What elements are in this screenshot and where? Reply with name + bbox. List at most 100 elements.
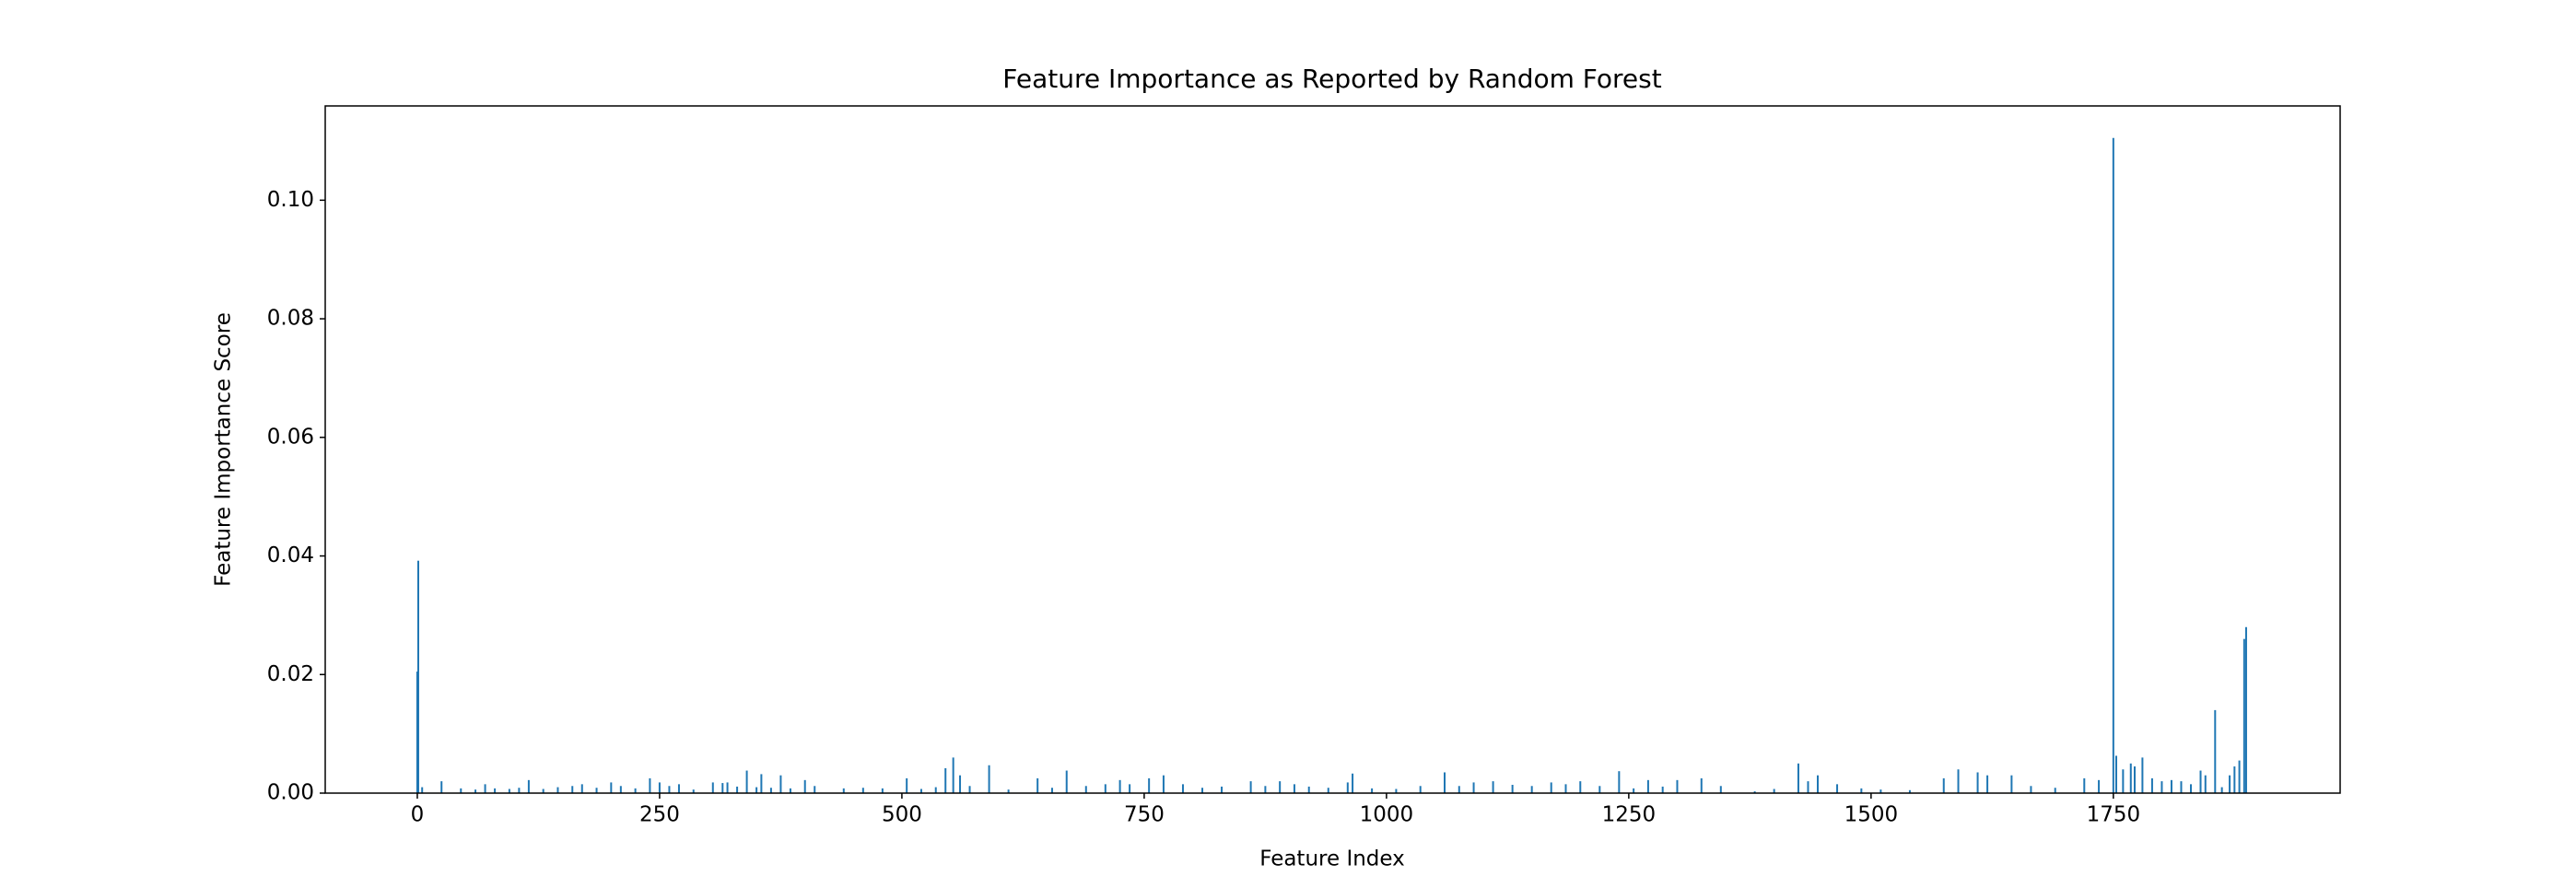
bar [1753, 791, 1756, 793]
bar [769, 788, 772, 793]
bar [518, 788, 521, 793]
bar [542, 789, 544, 793]
bar [474, 789, 477, 793]
bar [760, 774, 763, 793]
bar [2238, 760, 2241, 793]
bar [1395, 789, 1398, 793]
bar [1942, 777, 1945, 793]
bar [1908, 789, 1911, 793]
bar [2204, 775, 2207, 793]
bar [1346, 782, 1349, 793]
x-tick-label: 1250 [1602, 803, 1657, 827]
bar [2160, 781, 2163, 793]
y-tick-label: 0.10 [267, 188, 314, 212]
bar [2229, 775, 2231, 793]
bar [1817, 775, 1819, 793]
bar [2180, 781, 2183, 793]
bar [745, 770, 748, 793]
bar [484, 784, 486, 793]
bar [1797, 763, 1799, 793]
x-axis-label: Feature Index [1259, 847, 1405, 871]
bar [1719, 786, 1722, 793]
bar [416, 560, 419, 793]
bar [668, 786, 671, 793]
bar [906, 777, 908, 793]
bar [1807, 781, 1809, 793]
bar [1065, 770, 1068, 793]
bar [1162, 775, 1165, 793]
bar [919, 789, 922, 793]
bar [527, 779, 530, 793]
bar [1371, 788, 1374, 793]
bar [2220, 787, 2223, 793]
bar [595, 788, 598, 793]
bar [1118, 779, 1121, 793]
x-tick-label: 0 [411, 803, 425, 827]
bar [677, 784, 680, 793]
bar [1773, 789, 1775, 793]
y-tick-label: 0.04 [267, 543, 314, 567]
bar [634, 788, 637, 793]
bar [1129, 784, 1131, 793]
bar [1201, 788, 1204, 793]
bar [580, 784, 583, 793]
bar [1976, 772, 1979, 793]
bar [2244, 626, 2247, 793]
bar [460, 788, 463, 793]
bar [779, 775, 782, 793]
bar [610, 782, 613, 793]
chart-title: Feature Importance as Reported by Random… [1002, 64, 1661, 94]
bar [692, 789, 695, 793]
bar [968, 786, 971, 793]
x-tick-label: 500 [882, 803, 922, 827]
axes-frame [324, 105, 2341, 794]
y-tick-label: 0.00 [267, 781, 314, 805]
bar [1307, 786, 1310, 793]
bar [1579, 781, 1582, 793]
y-tick-label: 0.02 [267, 662, 314, 686]
bar [1279, 781, 1282, 793]
bar [2199, 770, 2202, 793]
bar [2150, 777, 2153, 793]
bar [1564, 784, 1567, 793]
bar [1492, 781, 1494, 793]
bar [2129, 763, 2132, 793]
bar [988, 765, 990, 793]
bar [1879, 789, 1882, 793]
bar [2190, 784, 2192, 793]
bar [1836, 784, 1839, 793]
bar [1986, 775, 1989, 793]
bar [1700, 777, 1703, 793]
bar [2010, 775, 2013, 793]
bar [421, 787, 424, 793]
x-tick-label: 1500 [1844, 803, 1899, 827]
bar [416, 672, 418, 793]
y-axis-label: Feature Importance Score [212, 312, 236, 587]
bar [1181, 784, 1184, 793]
bar [711, 782, 714, 793]
bar [2115, 755, 2117, 793]
bar [1352, 773, 1354, 793]
bar [1530, 786, 1533, 793]
bar [881, 788, 884, 793]
bar [556, 787, 559, 793]
bar [2112, 137, 2114, 793]
bar [2133, 766, 2136, 793]
bar [803, 779, 806, 793]
bar [1598, 786, 1601, 793]
bar [959, 775, 962, 793]
bar [2242, 638, 2245, 793]
bar [2030, 786, 2032, 793]
bar [2122, 769, 2125, 793]
bar [1860, 788, 1863, 793]
bar [755, 787, 758, 793]
bar [1472, 782, 1475, 793]
bar [2170, 779, 2172, 793]
bar [2141, 757, 2144, 793]
bar [1221, 786, 1224, 793]
bar [842, 788, 845, 793]
bar [736, 786, 739, 793]
bar [571, 786, 574, 793]
